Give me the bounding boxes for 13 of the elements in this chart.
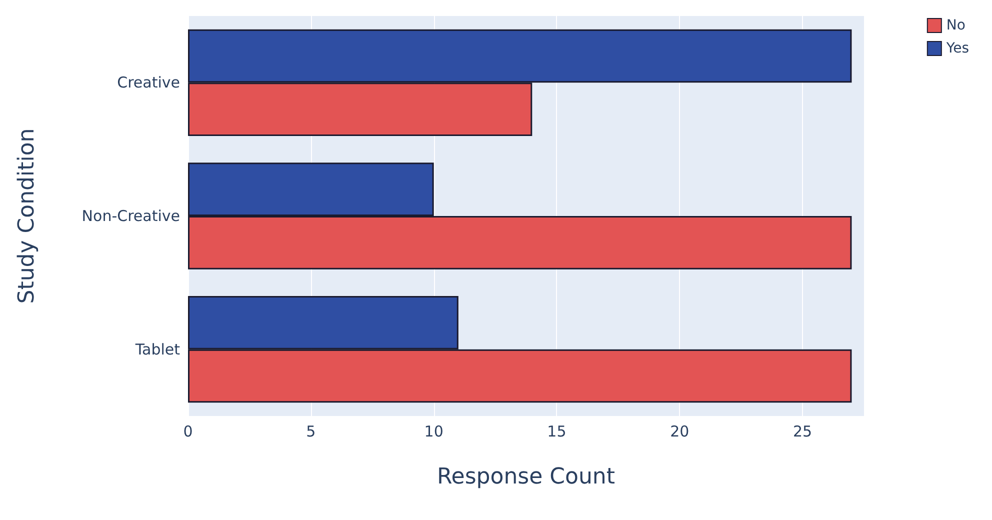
x-tick-label: 15 [547, 422, 566, 440]
x-tick-label: 10 [424, 422, 444, 440]
x-tick-label: 5 [306, 422, 316, 440]
legend-label: Yes [945, 40, 970, 56]
x-tick-label: 25 [793, 422, 812, 440]
x-axis-title: Response Count [437, 464, 616, 490]
legend-label: No [946, 18, 966, 34]
y-tick-label: Tablet [134, 340, 180, 358]
y-tick-label: Non-Creative [82, 207, 180, 225]
y-tick-label: Creative [117, 74, 180, 92]
x-tick-label: 0 [183, 422, 193, 440]
x-tick-label: 20 [670, 422, 690, 440]
y-axis-title: Study Condition [14, 128, 40, 304]
